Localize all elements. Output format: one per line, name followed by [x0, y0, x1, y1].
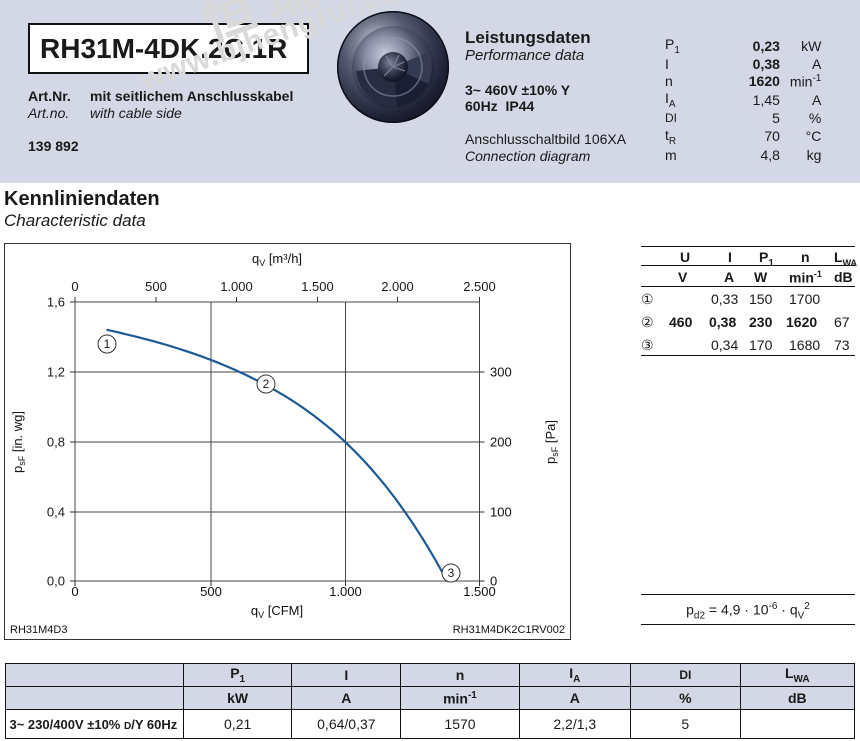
svg-text:1,2: 1,2	[47, 365, 65, 380]
svg-text:RH31M4DK2C1RV002: RH31M4DK2C1RV002	[453, 624, 565, 636]
svg-text:200: 200	[490, 435, 512, 450]
svg-text:1.000: 1.000	[329, 584, 362, 599]
svg-text:500: 500	[200, 584, 222, 599]
svg-text:qV [m³/h]: qV [m³/h]	[252, 251, 302, 268]
svg-text:1.000: 1.000	[220, 279, 253, 294]
svg-text:0,4: 0,4	[47, 505, 65, 520]
svg-text:1.500: 1.500	[301, 279, 334, 294]
svg-text:psF [Pa]: psF [Pa]	[543, 420, 560, 464]
svg-text:1: 1	[104, 337, 111, 351]
svg-text:2.000: 2.000	[381, 279, 414, 294]
svg-text:0,0: 0,0	[47, 574, 65, 589]
svg-text:RH31M4D3: RH31M4D3	[10, 624, 67, 636]
svg-text:psF [in. wg]: psF [in. wg]	[10, 411, 27, 473]
svg-text:0,8: 0,8	[47, 435, 65, 450]
svg-text:0: 0	[71, 279, 78, 294]
svg-text:2.500: 2.500	[463, 279, 496, 294]
svg-text:1.500: 1.500	[463, 584, 496, 599]
svg-text:0: 0	[71, 584, 78, 599]
svg-text:500: 500	[145, 279, 167, 294]
svg-text:2: 2	[263, 377, 270, 391]
svg-text:300: 300	[490, 365, 512, 380]
svg-text:100: 100	[490, 505, 512, 520]
svg-text:1,6: 1,6	[47, 295, 65, 310]
svg-text:qV [CFM]: qV [CFM]	[251, 603, 303, 620]
svg-text:3: 3	[448, 566, 455, 580]
